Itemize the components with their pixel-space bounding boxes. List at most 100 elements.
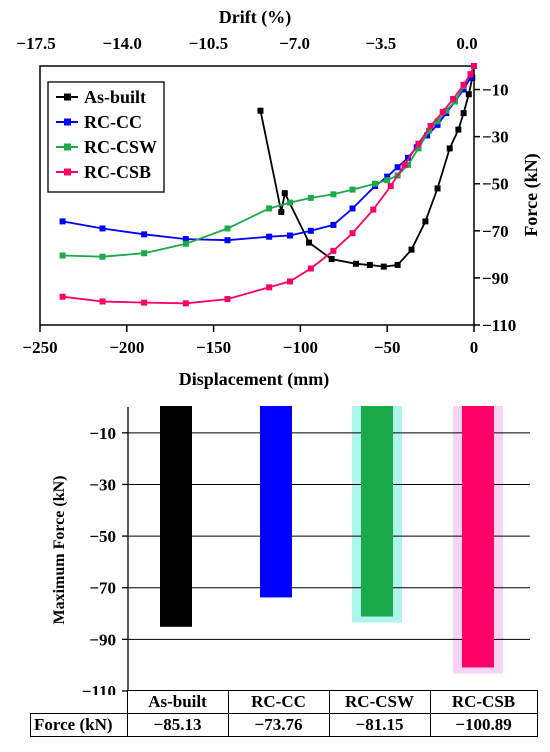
table-header-cell: RC-CSB	[429, 690, 538, 714]
data-point	[394, 164, 401, 171]
data-point	[384, 173, 391, 180]
table-row-label: Force (kN)	[30, 713, 128, 737]
series-line-as-built	[259, 65, 475, 268]
table-header-cell: RC-CSW	[328, 690, 431, 714]
data-point	[405, 161, 412, 168]
data-point	[380, 263, 387, 270]
data-point	[59, 252, 66, 259]
data-point	[330, 247, 337, 254]
x-tick-label: −100	[283, 338, 318, 357]
data-point	[330, 191, 337, 198]
data-point	[257, 107, 264, 114]
table-value-cell: −73.76	[227, 713, 330, 737]
y-tick-label: −50	[482, 175, 509, 194]
legend-swatch-marker	[64, 168, 71, 176]
plot-frame	[39, 65, 475, 326]
table-value-cell: −81.15	[328, 713, 431, 737]
data-point	[224, 225, 231, 232]
bar-y-tick-label: −70	[89, 579, 116, 598]
series-rc-csb	[59, 63, 477, 307]
max-force-table: As-built RC-CC RC-CSW RC-CSB Force (kN) …	[30, 690, 538, 737]
data-point	[224, 237, 231, 244]
bar-y-tick-label: −90	[89, 630, 116, 649]
data-point	[141, 250, 148, 257]
top-tick-label: −7.0	[279, 34, 310, 53]
maximum-force-bar-chart: −10 −30 −50 −70 −90 −110 Maximum Force (kN)	[51, 406, 530, 695]
data-point	[415, 140, 422, 147]
data-point	[286, 232, 293, 239]
table-value-cell: −100.89	[429, 713, 538, 737]
data-point	[349, 186, 356, 193]
data-point	[266, 233, 273, 240]
data-point	[415, 145, 422, 152]
bar-y-tick-label: −50	[89, 527, 116, 546]
top-tick-label: −3.5	[365, 34, 396, 53]
bar-y-tick-label: −30	[89, 475, 116, 494]
x-tick-label: 0	[470, 338, 479, 357]
data-point	[141, 231, 148, 238]
y-tick-label: −110	[482, 316, 516, 335]
series-line-rc-csw	[62, 65, 475, 258]
top-tick-label: 0.0	[456, 34, 477, 53]
data-point	[182, 236, 189, 243]
legend-entry-rc-csw: RC-CSW	[84, 137, 157, 157]
data-point	[387, 183, 394, 190]
data-point	[408, 246, 415, 253]
y-tick-label: −10	[482, 81, 509, 100]
data-point	[439, 108, 446, 115]
data-point	[455, 126, 462, 133]
data-point	[266, 205, 273, 212]
y-tick-label: −70	[482, 222, 509, 241]
data-point	[425, 127, 432, 134]
data-point	[434, 118, 441, 125]
data-point	[99, 298, 106, 305]
bar-y-tick-label: −10	[89, 424, 116, 443]
data-point	[278, 208, 285, 215]
bar-rc-csw	[361, 406, 393, 617]
data-point	[366, 261, 373, 268]
data-point	[465, 91, 472, 98]
data-point	[349, 205, 356, 212]
data-point	[306, 239, 313, 246]
data-point	[460, 110, 467, 117]
data-point	[182, 240, 189, 247]
y-tick-label: −30	[482, 128, 509, 147]
data-point	[141, 299, 148, 306]
legend-entry-rc-csb: RC-CSB	[84, 162, 151, 182]
data-point	[401, 161, 408, 168]
data-point	[446, 145, 453, 152]
data-point	[266, 284, 273, 291]
legend-entry-as-built: As-built	[84, 87, 146, 107]
top-tick-label: −10.5	[189, 34, 228, 53]
y-axis-title: Force (kN)	[521, 153, 542, 236]
data-point	[460, 81, 467, 88]
x-tick-label: −250	[22, 338, 57, 357]
data-point	[370, 206, 377, 213]
table-header-cell: As-built	[126, 690, 229, 714]
bar-rc-cc	[260, 406, 292, 598]
legend-entry-rc-cc: RC-CC	[84, 112, 142, 132]
data-point	[434, 121, 441, 128]
data-point	[405, 154, 412, 161]
data-point	[467, 74, 474, 81]
table-row: Force (kN) −85.13 −73.76 −81.15 −100.89	[30, 713, 538, 737]
table-header-cell: RC-CC	[227, 690, 330, 714]
data-point	[434, 185, 441, 192]
bar-y-tick-label: −110	[82, 682, 116, 695]
top-tick-label: −17.5	[16, 34, 55, 53]
force-displacement-chart: Drift (%) −17.5 −14.0 −10.5 −7.0 −3.5 0.0 −25…	[16, 7, 542, 390]
x-tick-label: −50	[374, 338, 401, 357]
legend-swatch-marker	[64, 143, 71, 151]
bar-as-built	[160, 406, 192, 627]
data-point	[307, 194, 314, 201]
data-point	[328, 256, 335, 263]
data-point	[307, 265, 314, 272]
data-point	[286, 278, 293, 285]
table-value-cell: −85.13	[126, 713, 229, 737]
data-point	[450, 95, 457, 102]
data-point	[281, 190, 288, 197]
data-point	[330, 221, 337, 228]
data-point	[427, 123, 434, 130]
data-point	[471, 63, 477, 69]
data-point	[467, 71, 474, 78]
